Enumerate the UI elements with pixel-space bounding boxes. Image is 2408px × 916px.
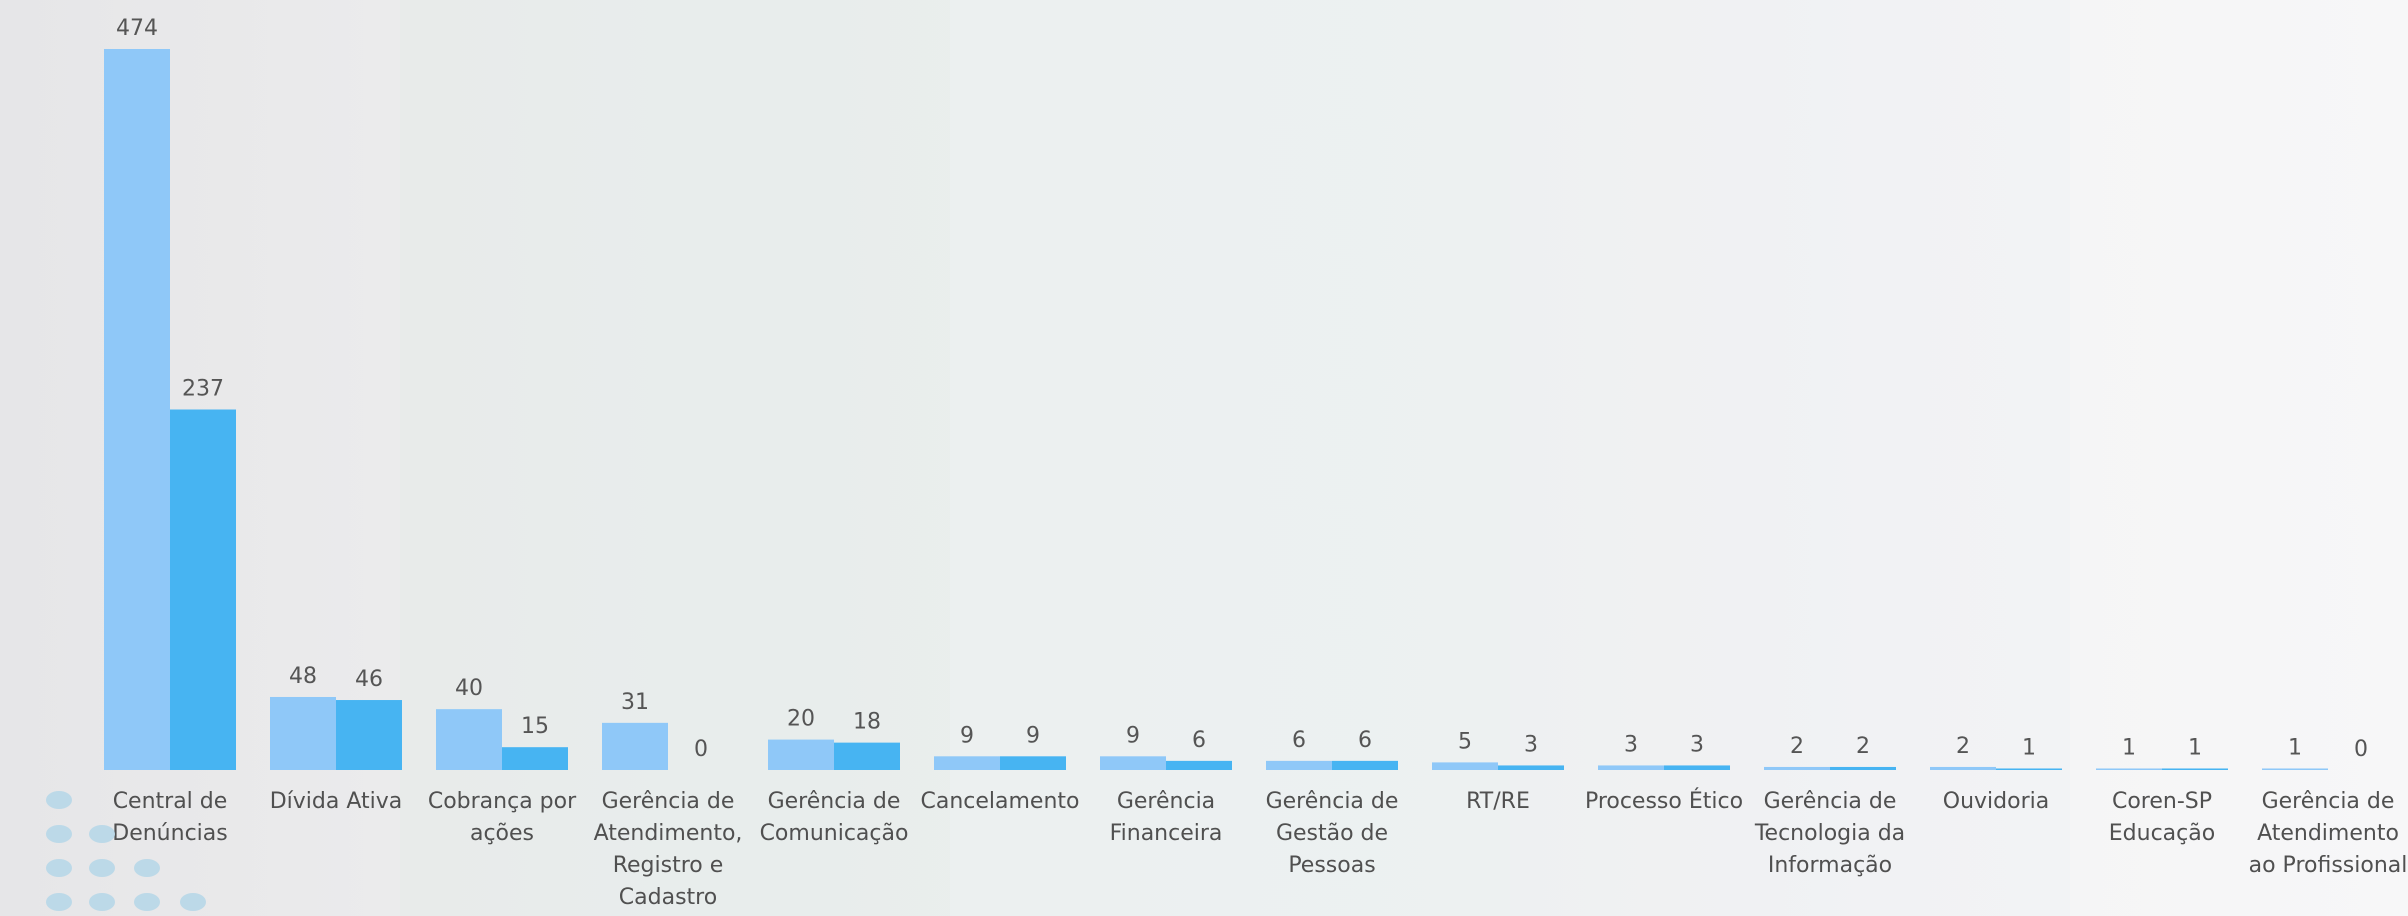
background-band bbox=[1510, 0, 2070, 916]
category-label-line: Gerência de bbox=[1266, 789, 1399, 814]
data-label-s2-4: 18 bbox=[853, 710, 881, 735]
category-label-line: Atendimento bbox=[2257, 821, 2399, 846]
category-label-12: Coren-SP Educação bbox=[2109, 789, 2215, 846]
category-label-line: Cobrança por bbox=[428, 789, 577, 814]
category-label-line: Dívida Ativa bbox=[270, 789, 403, 814]
category-label-0: Central de Denúncias bbox=[112, 789, 227, 846]
category-label-line: Gerência bbox=[1117, 789, 1215, 814]
category-label-line: Cadastro bbox=[619, 885, 717, 910]
category-label-line: Educação bbox=[2109, 821, 2215, 846]
category-label-line: Gerência de bbox=[1764, 789, 1897, 814]
bar-s2-11 bbox=[1996, 768, 2062, 770]
bar-s1-8 bbox=[1432, 762, 1498, 770]
bar-s1-1 bbox=[270, 696, 336, 770]
bar-s2-1 bbox=[336, 700, 402, 770]
data-label-s1-9: 3 bbox=[1624, 732, 1638, 757]
data-label-s2-9: 3 bbox=[1690, 732, 1704, 757]
data-label-s1-12: 1 bbox=[2122, 735, 2136, 760]
bar-s2-0 bbox=[170, 409, 236, 770]
category-label-line: Gestão de bbox=[1276, 821, 1388, 846]
category-label-line: ações bbox=[470, 821, 534, 846]
data-label-s2-3: 0 bbox=[694, 737, 708, 762]
bar-s1-0 bbox=[104, 49, 170, 770]
category-label-10: Gerência de Tecnologia da Informação bbox=[1754, 789, 1905, 878]
data-label-s2-12: 1 bbox=[2188, 735, 2202, 760]
category-label-line: Tecnologia da bbox=[1754, 821, 1905, 846]
bar-s2-4 bbox=[834, 742, 900, 770]
bar-s1-2 bbox=[436, 709, 502, 770]
category-label-line: Gerência de bbox=[2262, 789, 2395, 814]
category-label-line: Gerência de bbox=[602, 789, 735, 814]
bar-s2-2 bbox=[502, 747, 568, 770]
category-label-line: ao Profissional bbox=[2249, 853, 2408, 878]
category-label-line: RT/RE bbox=[1466, 789, 1530, 814]
category-label-11: Ouvidoria bbox=[1943, 789, 2049, 814]
bar-s1-5 bbox=[934, 756, 1000, 770]
category-label-line: Processo Ético bbox=[1585, 788, 1743, 814]
data-label-s1-2: 40 bbox=[455, 676, 483, 701]
data-label-s1-3: 31 bbox=[621, 690, 649, 715]
category-label-1: Dívida Ativa bbox=[270, 789, 403, 814]
data-label-s1-0: 474 bbox=[116, 16, 158, 41]
category-label-line: Cancelamento bbox=[920, 789, 1079, 814]
category-label-line: Gerência de bbox=[768, 789, 901, 814]
category-label-6: Gerência Financeira bbox=[1110, 789, 1223, 846]
category-label-5: Cancelamento bbox=[920, 789, 1079, 814]
data-label-s2-5: 9 bbox=[1026, 723, 1040, 748]
bar-s1-3 bbox=[602, 722, 668, 770]
bar-s1-7 bbox=[1266, 760, 1332, 770]
data-label-s1-7: 6 bbox=[1292, 728, 1306, 753]
category-label-line: Denúncias bbox=[112, 821, 227, 846]
data-label-s1-5: 9 bbox=[960, 723, 974, 748]
category-label-line: Atendimento, bbox=[594, 821, 743, 846]
category-label-line: Registro e bbox=[613, 853, 724, 878]
category-label-4: Gerência de Comunicação bbox=[760, 789, 909, 846]
bar-s2-7 bbox=[1332, 760, 1398, 770]
category-label-13: Gerência de Atendimento ao Profissional bbox=[2249, 789, 2408, 878]
bar-s2-5 bbox=[1000, 756, 1066, 770]
category-label-8: RT/RE bbox=[1466, 789, 1530, 814]
category-label-line: Coren-SP bbox=[2112, 789, 2212, 814]
bar-s1-9 bbox=[1598, 765, 1664, 770]
bar-s1-11 bbox=[1930, 766, 1996, 770]
data-label-s1-10: 2 bbox=[1790, 734, 1804, 759]
category-label-line: Central de bbox=[113, 789, 228, 814]
bar-s1-13 bbox=[2262, 768, 2328, 770]
data-label-s2-0: 237 bbox=[182, 377, 224, 402]
category-label-7: Gerência de Gestão de Pessoas bbox=[1266, 789, 1399, 878]
bar-s2-12 bbox=[2162, 768, 2228, 770]
bar-s2-8 bbox=[1498, 765, 1564, 770]
bar-s1-10 bbox=[1764, 766, 1830, 770]
category-label-line: Financeira bbox=[1110, 821, 1223, 846]
category-label-line: Ouvidoria bbox=[1943, 789, 2049, 814]
data-label-s2-11: 1 bbox=[2022, 735, 2036, 760]
category-label-2: Cobrança por ações bbox=[428, 789, 577, 846]
data-label-s2-7: 6 bbox=[1358, 728, 1372, 753]
data-label-s2-2: 15 bbox=[521, 714, 549, 739]
category-label-line: Comunicação bbox=[760, 821, 909, 846]
bar-s1-4 bbox=[768, 739, 834, 770]
category-label-9: Processo Ético bbox=[1585, 788, 1743, 814]
data-label-s1-11: 2 bbox=[1956, 734, 1970, 759]
data-label-s2-8: 3 bbox=[1524, 732, 1538, 757]
data-label-s2-1: 46 bbox=[355, 667, 383, 692]
category-label-line: Informação bbox=[1768, 853, 1892, 878]
bar-s2-6 bbox=[1166, 760, 1232, 770]
category-label-line: Pessoas bbox=[1288, 853, 1375, 878]
data-label-s2-6: 6 bbox=[1192, 728, 1206, 753]
data-label-s2-10: 2 bbox=[1856, 734, 1870, 759]
data-label-s1-6: 9 bbox=[1126, 723, 1140, 748]
data-label-s1-8: 5 bbox=[1458, 729, 1472, 754]
data-label-s2-13: 0 bbox=[2354, 737, 2368, 762]
bar-s1-6 bbox=[1100, 756, 1166, 770]
data-label-s1-1: 48 bbox=[289, 664, 317, 689]
bar-s2-10 bbox=[1830, 766, 1896, 770]
bar-s2-9 bbox=[1664, 765, 1730, 770]
category-label-3: Gerência de Atendimento, Registro e Cadastr… bbox=[594, 789, 743, 910]
data-label-s1-13: 1 bbox=[2288, 735, 2302, 760]
data-label-s1-4: 20 bbox=[787, 707, 815, 732]
bar-s1-12 bbox=[2096, 768, 2162, 770]
